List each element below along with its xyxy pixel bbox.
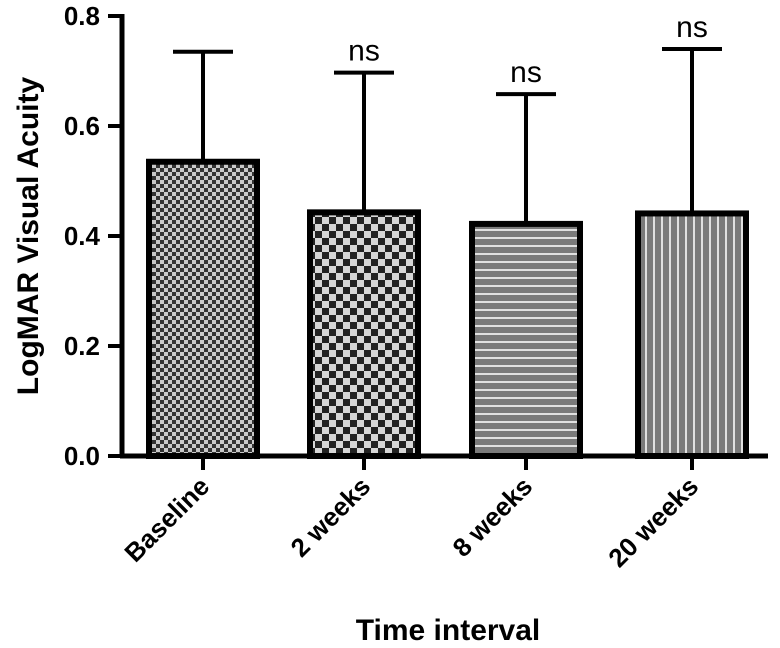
y-tick-label: 0.4 bbox=[64, 221, 101, 251]
y-tick-label: 0.0 bbox=[64, 441, 100, 471]
bar-20-weeks bbox=[635, 210, 749, 459]
x-tick-label: 8 weeks bbox=[446, 471, 538, 563]
significance-label: ns bbox=[676, 11, 708, 44]
plot-area: ns ns ns 0.0 0.2 0.4 0.6 0.8 Baseline 2 weeks 8 we… bbox=[64, 1, 768, 573]
x-tick-label: Baseline bbox=[118, 471, 215, 568]
significance-label: ns bbox=[510, 56, 542, 89]
bar-2-weeks bbox=[307, 209, 421, 459]
y-axis-title: LogMAR Visual Acuity bbox=[12, 77, 45, 396]
significance-label: ns bbox=[348, 35, 380, 68]
x-axis-title: Time interval bbox=[356, 614, 541, 647]
x-tick-label: 20 weeks bbox=[602, 471, 704, 573]
x-tick-label: 2 weeks bbox=[284, 471, 376, 563]
y-tick-label: 0.6 bbox=[64, 111, 100, 141]
y-tick-label: 0.8 bbox=[64, 1, 100, 31]
y-tick-label: 0.2 bbox=[64, 331, 100, 361]
bar-8-weeks bbox=[469, 220, 583, 459]
bar-baseline bbox=[146, 158, 260, 459]
